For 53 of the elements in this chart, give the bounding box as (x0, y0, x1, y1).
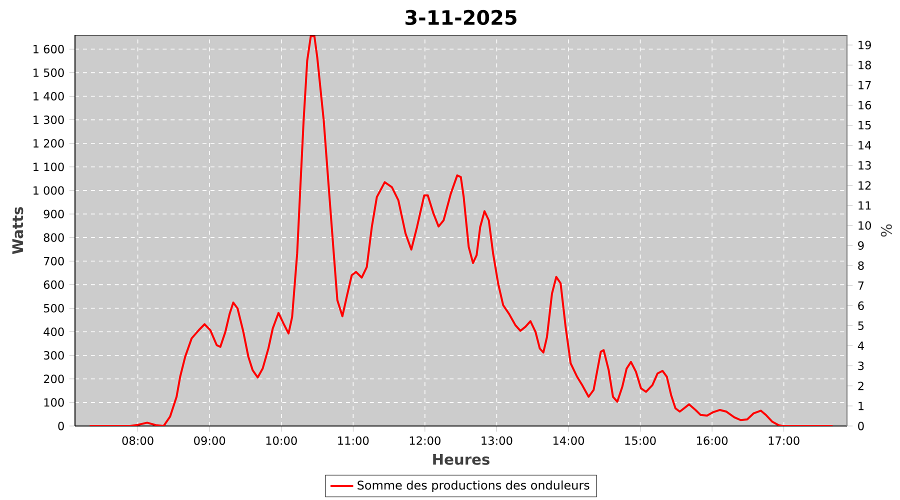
y-tick-label: 600 (44, 280, 64, 289)
y-tick-label: 1 000 (34, 186, 64, 195)
y2-tick-label: 13 (858, 161, 871, 170)
y-tick-label: 1 400 (34, 92, 64, 101)
x-tick-label: 14:00 (553, 436, 584, 445)
y2-tick-label: 1 (858, 402, 864, 410)
y2-tick-label: 7 (858, 282, 864, 290)
x-tick-label: 17:00 (768, 436, 800, 445)
x-tick-label: 08:00 (122, 436, 154, 445)
y-tick-label: 1 300 (34, 116, 64, 124)
y-tick-label: 900 (44, 210, 64, 218)
y-tick-label: 400 (44, 328, 64, 336)
line-series (88, 35, 834, 426)
y-tick-label: 1 100 (34, 162, 64, 172)
y2-tick-label: 8 (858, 261, 864, 270)
y2-tick-label: 18 (858, 60, 871, 70)
y2-tick-label: 11 (858, 201, 871, 210)
y2-tick-label: 19 (858, 40, 871, 50)
y-axis-title: Watts (12, 207, 24, 254)
y-tick-label: 1 600 (34, 44, 64, 54)
x-tick-label: 09:00 (194, 436, 226, 445)
y-tick-label: 1 200 (34, 139, 64, 148)
x-axis-title: Heures (433, 454, 490, 465)
y2-tick-label: 9 (858, 241, 864, 250)
y-tick-label: 800 (44, 233, 64, 242)
y2-tick-label: 15 (858, 121, 871, 130)
x-tick-label: 12:00 (410, 436, 440, 445)
y-tick-label: 500 (44, 304, 64, 313)
x-tick-label: 10:00 (266, 436, 297, 445)
y2-tick-label: 0 (858, 422, 864, 430)
y2-tick-label: 14 (858, 141, 872, 150)
y-tick-label: 100 (44, 398, 64, 407)
y2-tick-label: 17 (858, 81, 871, 90)
legend-label: Somme des productions des onduleurs (358, 480, 590, 492)
y2-tick-label: 12 (858, 181, 871, 190)
y-tick-label: 700 (44, 256, 64, 266)
y-tick-label: 0 (58, 422, 64, 430)
y2-tick-label: 2 (858, 382, 864, 390)
y2-tick-label: 16 (858, 100, 872, 110)
y-tick-label: 300 (44, 351, 64, 360)
x-tick-label: 13:00 (482, 436, 512, 445)
y-tick-label: 1 500 (34, 68, 64, 77)
y2-tick-label: 4 (858, 342, 864, 350)
y2-tick-label: 5 (858, 322, 864, 330)
y2-tick-label: 3 (858, 362, 864, 370)
x-tick-label: 11:00 (338, 436, 369, 445)
chart-title: 3-11-2025 (406, 10, 516, 26)
y-tick-label: 200 (44, 374, 64, 384)
y2-tick-label: 10 (858, 221, 871, 230)
y2-axis-title: % (880, 224, 892, 237)
y2-tick-label: 6 (858, 301, 864, 310)
x-tick-label: 16:00 (697, 436, 728, 445)
x-tick-label: 15:00 (625, 436, 656, 445)
